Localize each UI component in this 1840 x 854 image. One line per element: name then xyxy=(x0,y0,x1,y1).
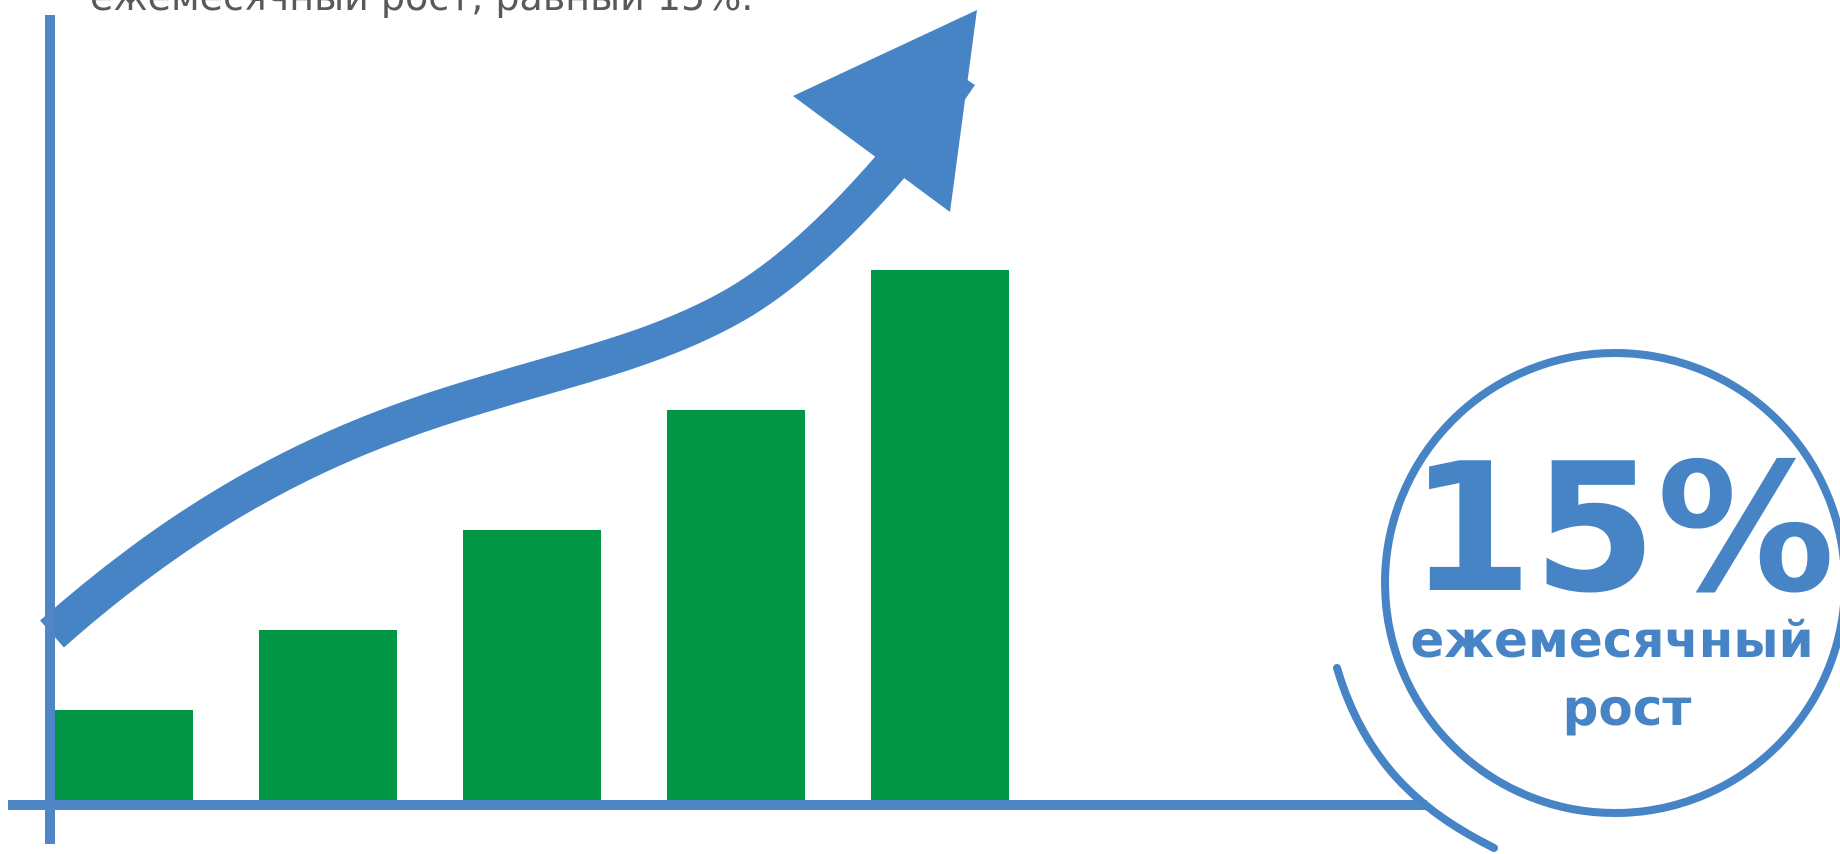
bar-3 xyxy=(463,530,601,800)
bar-4 xyxy=(667,410,805,800)
trend-arrow-shaft xyxy=(40,65,975,648)
trend-arrow xyxy=(40,10,977,648)
badge-label-line2: рост xyxy=(1563,679,1692,737)
bar-1 xyxy=(55,710,193,800)
trend-arrow-head xyxy=(793,10,977,212)
growth-badge: 15% ежемесячный рост xyxy=(1333,349,1840,852)
bar-series xyxy=(55,270,1009,800)
chart-axes xyxy=(8,15,1427,844)
bar-5 xyxy=(871,270,1009,800)
badge-label-line1: ежемесячный xyxy=(1410,611,1813,669)
badge-swoosh xyxy=(1333,664,1498,852)
chart-caption: ежемесячный рост, равный 15%. xyxy=(90,0,753,19)
bar-2 xyxy=(259,630,397,800)
badge-ring xyxy=(1381,349,1840,817)
badge-value: 15% xyxy=(1409,425,1835,632)
